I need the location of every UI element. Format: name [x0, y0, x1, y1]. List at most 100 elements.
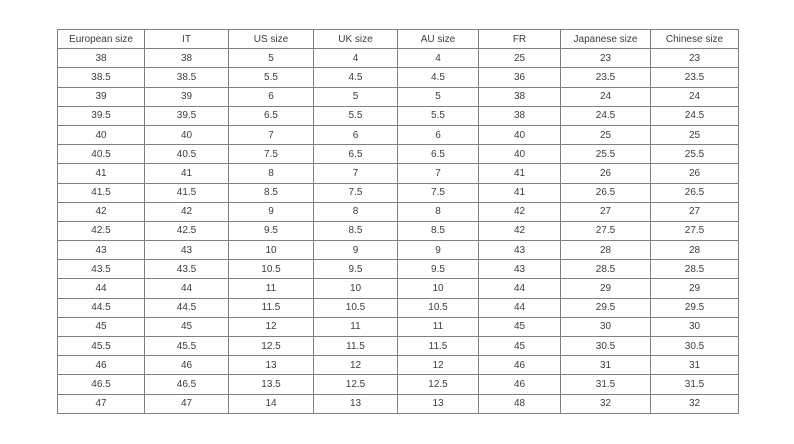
table-cell: 47 [144, 393, 229, 414]
table-row: 39 39 6 5 5 38 24 24 [57, 86, 739, 107]
table-cell: 32 [560, 393, 651, 414]
table-cell: 24.5 [650, 105, 739, 126]
table-cell: 45 [478, 316, 561, 338]
table-cell: 47 [57, 393, 145, 414]
table-cell: 13 [397, 393, 479, 414]
table-cell: 24.5 [560, 105, 651, 126]
table-cell: 42.5 [144, 220, 229, 242]
table-cell: 9 [313, 240, 398, 261]
table-cell: 28.5 [560, 259, 651, 280]
table-cell: 46.5 [144, 374, 229, 395]
table-cell: 26 [560, 163, 651, 184]
table-row: 41 41 8 7 7 41 26 26 [57, 163, 739, 184]
table-cell: 6 [397, 124, 479, 146]
table-row: 38 38 5 4 4 25 23 23 [57, 48, 739, 69]
table-row: 43 43 10 9 9 43 28 28 [57, 240, 739, 261]
table-cell: 6 [228, 86, 314, 107]
table-cell: 5 [228, 48, 314, 69]
table-row: 42 42 9 8 8 42 27 27 [57, 201, 739, 222]
table-cell: 10 [313, 278, 398, 299]
table-cell: 46 [144, 355, 229, 376]
table-cell: 31.5 [650, 374, 739, 395]
table-cell: 26.5 [560, 182, 651, 203]
table-cell: 12 [397, 355, 479, 376]
table-cell: 4 [397, 48, 479, 69]
column-header: IT [144, 28, 229, 50]
table-cell: 12.5 [228, 335, 314, 357]
table-cell: 29 [560, 278, 651, 299]
table-cell: 44 [144, 278, 229, 299]
table-cell: 9 [397, 240, 479, 261]
table-row: 39.5 39.5 6.5 5.5 5.5 38 24.5 24.5 [57, 105, 739, 126]
table-cell: 39 [144, 86, 229, 107]
table-cell: 10 [397, 278, 479, 299]
table-cell: 39.5 [144, 105, 229, 126]
table-cell: 23 [560, 48, 651, 69]
table-cell: 11.5 [313, 335, 398, 357]
table-cell: 7 [313, 163, 398, 184]
table-cell: 39 [57, 86, 145, 107]
table-cell: 11 [313, 316, 398, 338]
table-cell: 28 [650, 240, 739, 261]
table-cell: 41 [478, 163, 561, 184]
table-cell: 23.5 [560, 67, 651, 88]
table-cell: 38 [144, 48, 229, 69]
table-row: 42.5 42.5 9.5 8.5 8.5 42 27.5 27.5 [57, 220, 739, 242]
table-cell: 10.5 [313, 297, 398, 318]
table-cell: 6 [313, 124, 398, 146]
table-cell: 44 [478, 278, 561, 299]
table-row: 47 47 14 13 13 48 32 32 [57, 393, 739, 414]
table-cell: 9 [228, 201, 314, 222]
column-header: Japanese size [560, 28, 651, 50]
table-cell: 28.5 [650, 259, 739, 280]
table-cell: 42.5 [57, 220, 145, 242]
table-cell: 40 [478, 144, 561, 165]
table-cell: 5 [397, 86, 479, 107]
table-cell: 43 [478, 259, 561, 280]
table-cell: 24 [650, 86, 739, 107]
table-cell: 30 [560, 316, 651, 338]
table-cell: 25 [560, 124, 651, 146]
table-cell: 9.5 [313, 259, 398, 280]
table-cell: 8 [397, 201, 479, 222]
table-cell: 29 [650, 278, 739, 299]
table-cell: 8 [228, 163, 314, 184]
table-cell: 10.5 [228, 259, 314, 280]
table-cell: 5 [313, 86, 398, 107]
table-cell: 44.5 [57, 297, 145, 318]
table-cell: 14 [228, 393, 314, 414]
table-cell: 25.5 [650, 144, 739, 165]
table-cell: 13.5 [228, 374, 314, 395]
table-cell: 7 [228, 124, 314, 146]
table-cell: 40.5 [144, 144, 229, 165]
table-cell: 26 [650, 163, 739, 184]
table-cell: 40 [144, 124, 229, 146]
table-cell: 43 [57, 240, 145, 261]
table-row: 46 46 13 12 12 46 31 31 [57, 355, 739, 376]
table-cell: 38 [57, 48, 145, 69]
table-row: 41.5 41.5 8.5 7.5 7.5 41 26.5 26.5 [57, 182, 739, 203]
table-row: 45.5 45.5 12.5 11.5 11.5 45 30.5 30.5 [57, 335, 739, 357]
table-cell: 42 [478, 201, 561, 222]
table-cell: 46.5 [57, 374, 145, 395]
table-cell: 6.5 [228, 105, 314, 126]
table-cell: 8.5 [397, 220, 479, 242]
table-cell: 4.5 [313, 67, 398, 88]
table-header: European size IT US size UK size AU size FR Ja… [57, 28, 739, 50]
table-cell: 41.5 [57, 182, 145, 203]
table-cell: 12.5 [397, 374, 479, 395]
table-cell: 10 [228, 240, 314, 261]
table-row: 44.5 44.5 11.5 10.5 10.5 44 29.5 29.5 [57, 297, 739, 318]
table-cell: 44 [478, 297, 561, 318]
table-cell: 46 [478, 355, 561, 376]
table-cell: 38 [478, 86, 561, 107]
table-cell: 31.5 [560, 374, 651, 395]
table-cell: 31 [560, 355, 651, 376]
table-cell: 13 [313, 393, 398, 414]
table-header-row: European size IT US size UK size AU size FR Ja… [57, 28, 739, 50]
shoe-size-conversion-table: European size IT US size UK size AU size FR Ja… [57, 28, 739, 414]
table-cell: 9.5 [228, 220, 314, 242]
table-cell: 32 [650, 393, 739, 414]
table-cell: 39.5 [57, 105, 145, 126]
